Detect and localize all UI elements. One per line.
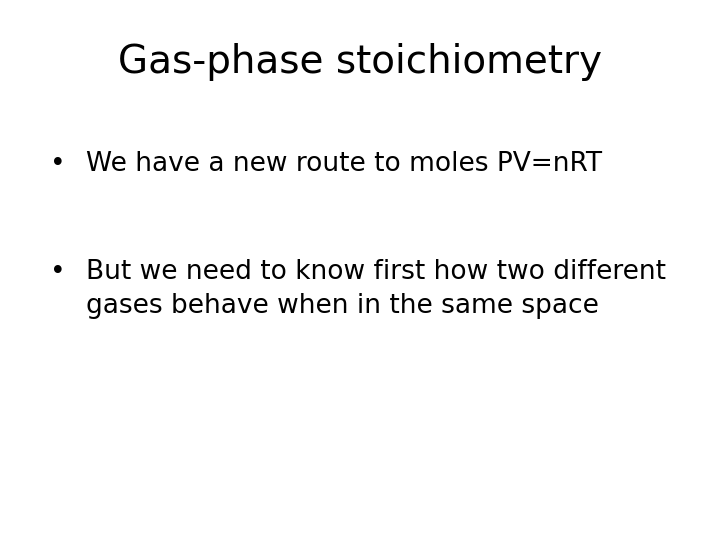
Text: But we need to know first how two different
gases behave when in the same space: But we need to know first how two differ… <box>86 259 667 319</box>
Text: Gas-phase stoichiometry: Gas-phase stoichiometry <box>118 43 602 81</box>
Text: •: • <box>50 259 66 285</box>
Text: •: • <box>50 151 66 177</box>
Text: We have a new route to moles PV=nRT: We have a new route to moles PV=nRT <box>86 151 603 177</box>
